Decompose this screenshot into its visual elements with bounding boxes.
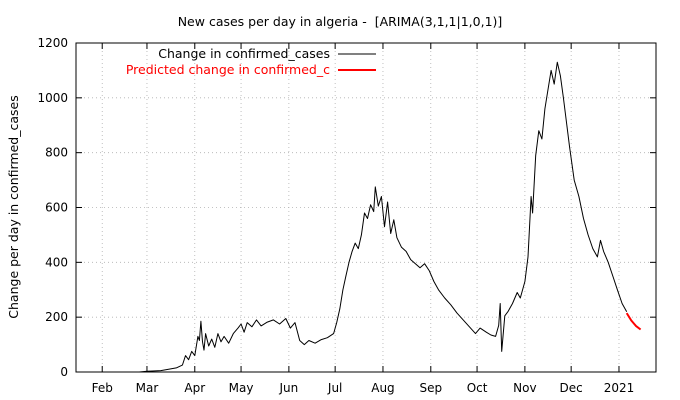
x-tick-label: Dec — [560, 381, 583, 395]
y-tick-label: 400 — [45, 255, 68, 269]
grid-lines — [76, 43, 656, 372]
y-tick-label: 800 — [45, 146, 68, 160]
x-tick-label: Nov — [513, 381, 536, 395]
x-tick-label: Jun — [278, 381, 298, 395]
series-group — [83, 61, 642, 373]
x-tick-label: Mar — [136, 381, 159, 395]
x-tick-label: Feb — [92, 381, 113, 395]
y-axis-label: Change per day in confirmed_cases — [6, 95, 21, 318]
y-tick-label: 600 — [45, 201, 68, 215]
x-tick-label: May — [229, 381, 254, 395]
legend-label: Predicted change in confirmed_c — [126, 62, 330, 77]
x-tick-label: Aug — [371, 381, 394, 395]
x-tick-label: 2021 — [604, 381, 635, 395]
chart-title: New cases per day in algeria - [ARIMA(3,… — [177, 14, 503, 29]
y-tick-label: 1000 — [37, 91, 68, 105]
series-line-actual — [83, 61, 628, 373]
x-tick-label: Oct — [467, 381, 488, 395]
x-tick-label: Jul — [327, 381, 342, 395]
x-axis-ticks: Feb Mar Apr May Jun Jul Aug Sep Oct Nov Dec 2021 — [92, 43, 635, 395]
y-axis-ticks: 0 200 400 600 800 1000 1200 — [37, 36, 656, 379]
y-tick-label: 1200 — [37, 36, 68, 50]
legend-label: Change in confirmed_cases — [158, 46, 330, 61]
y-tick-label: 200 — [45, 310, 68, 324]
x-tick-label: Apr — [184, 381, 205, 395]
y-tick-label: 0 — [60, 365, 68, 379]
series-line-predicted — [625, 312, 642, 331]
x-tick-label: Sep — [419, 381, 442, 395]
